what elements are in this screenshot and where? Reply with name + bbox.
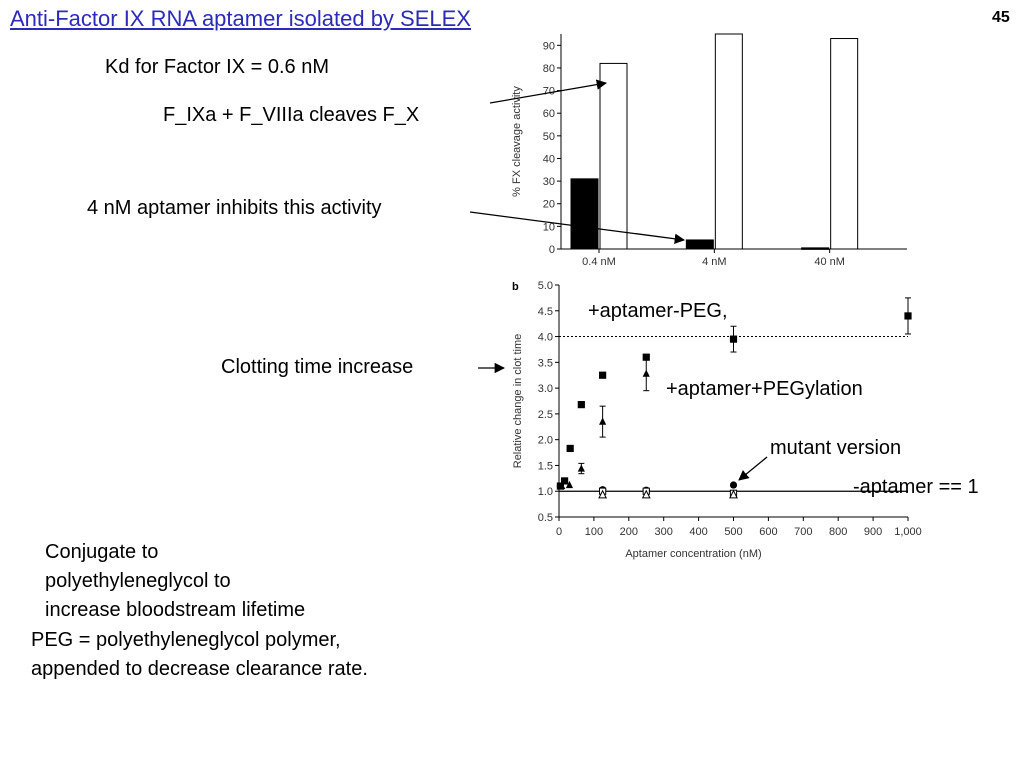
y-tick-label: 4.0 xyxy=(538,332,553,344)
peg-definition-line: PEG = polyethyleneglycol polymer, xyxy=(31,629,341,651)
data-point xyxy=(577,464,585,472)
data-point xyxy=(599,417,607,425)
x-tick-label: 400 xyxy=(689,526,707,538)
y-tick-label: 5.0 xyxy=(538,280,553,292)
x-tick-label: 300 xyxy=(655,526,673,538)
y-tick-label: 4.5 xyxy=(538,306,553,318)
bar xyxy=(570,178,599,250)
y-tick-label: 1.5 xyxy=(538,460,553,472)
x-tick-label: 0 xyxy=(556,526,562,538)
mutant-label: mutant version xyxy=(770,437,902,459)
y-tick-label: 80 xyxy=(543,63,555,75)
pegylation-label: +aptamer+PEGylation xyxy=(666,378,863,400)
y-tick-label: 50 xyxy=(543,131,555,143)
panel-label-b: b xyxy=(512,281,519,293)
x-tick-label: 40 nM xyxy=(814,256,845,268)
data-point xyxy=(729,335,738,343)
y-tick-label: 90 xyxy=(543,40,555,52)
cleavage-note: F_IXa + F_VIIIa cleaves F_X xyxy=(163,104,420,126)
data-point xyxy=(556,482,564,490)
x-tick-label: 1,000 xyxy=(894,526,922,538)
peg-definition-note: PEG = polyethyleneglycol polymer, append… xyxy=(31,626,368,684)
conjugate-line: Conjugate to xyxy=(45,541,159,563)
data-point xyxy=(729,489,738,499)
data-point xyxy=(577,401,585,409)
arrow-to-open-bar xyxy=(489,79,608,104)
bar xyxy=(685,239,714,250)
x-tick-label: 100 xyxy=(585,526,603,538)
bar xyxy=(714,33,743,250)
y-tick-label: 60 xyxy=(543,108,555,120)
peg-definition-line: appended to decrease clearance rate. xyxy=(31,658,368,680)
y-tick-label: 20 xyxy=(543,199,555,211)
arrow-to-mutant-point xyxy=(738,456,768,481)
callout-arrows xyxy=(469,79,768,481)
y-axis-title-a: % FX cleavage activity xyxy=(511,86,523,197)
data-point xyxy=(599,371,607,379)
arrow-to-inhibited-bar xyxy=(469,211,686,244)
x-tick-label: 800 xyxy=(829,526,847,538)
data-point xyxy=(641,489,651,499)
data-point xyxy=(904,312,912,320)
data-point xyxy=(560,477,569,485)
data-point xyxy=(566,444,574,453)
bar-chart-fx-cleavage: 0 10 20 30 40 50 60 70 80 90 % FX cleavage activit… xyxy=(511,33,907,268)
x-tick-label: 600 xyxy=(759,526,777,538)
x-tick-label: 200 xyxy=(620,526,638,538)
inhibition-note: 4 nM aptamer inhibits this activity xyxy=(87,197,382,219)
y-tick-label: 3.0 xyxy=(538,383,553,395)
conjugate-line: increase bloodstream lifetime xyxy=(45,599,306,621)
x-axis-title-b: Aptamer concentration (nM) xyxy=(625,548,761,560)
y-tick-label: 70 xyxy=(543,86,555,98)
y-tick-label: 2.0 xyxy=(538,435,553,447)
x-tick-label: 700 xyxy=(794,526,812,538)
y-tick-label: 10 xyxy=(543,221,555,233)
y-tick-label: 3.5 xyxy=(538,357,553,369)
x-tick-label: 0.4 nM xyxy=(582,256,616,268)
conjugate-note: Conjugate to polyethyleneglycol to incre… xyxy=(45,538,305,625)
y-axis-title-b: Relative change in clot time xyxy=(512,334,524,469)
clotting-note: Clotting time increase xyxy=(221,356,414,378)
aptamer-peg-label: +aptamer-PEG, xyxy=(588,300,728,322)
kd-note: Kd for Factor IX = 0.6 nM xyxy=(105,56,329,78)
y-tick-label: 1.0 xyxy=(538,486,553,498)
slide-title: Anti-Factor IX RNA aptamer isolated by S… xyxy=(10,6,471,31)
data-point xyxy=(642,369,650,377)
bar xyxy=(599,62,628,250)
no-aptamer-label: -aptamer == 1 xyxy=(853,476,979,498)
bar xyxy=(801,247,830,250)
data-point xyxy=(598,489,608,499)
slide-number: 45 xyxy=(992,9,1010,26)
x-tick-label: 4 nM xyxy=(702,256,726,268)
scatter-chart-clot-time: b 0.5 1.0 1.5 2.0 2.5 3.0 3.5 4.0 4.5 5.0 0 100 200 3… xyxy=(512,280,922,560)
x-tick-label: 500 xyxy=(724,526,742,538)
y-tick-label: 0.5 xyxy=(538,512,553,524)
y-tick-label: 0 xyxy=(549,244,555,256)
y-tick-label: 40 xyxy=(543,153,555,165)
data-point xyxy=(565,480,574,489)
y-tick-label: 2.5 xyxy=(538,409,553,421)
conjugate-line: polyethyleneglycol to xyxy=(45,570,231,592)
y-tick-label: 30 xyxy=(543,176,555,188)
x-tick-label: 900 xyxy=(864,526,882,538)
data-point xyxy=(729,481,738,489)
bar xyxy=(830,38,859,250)
